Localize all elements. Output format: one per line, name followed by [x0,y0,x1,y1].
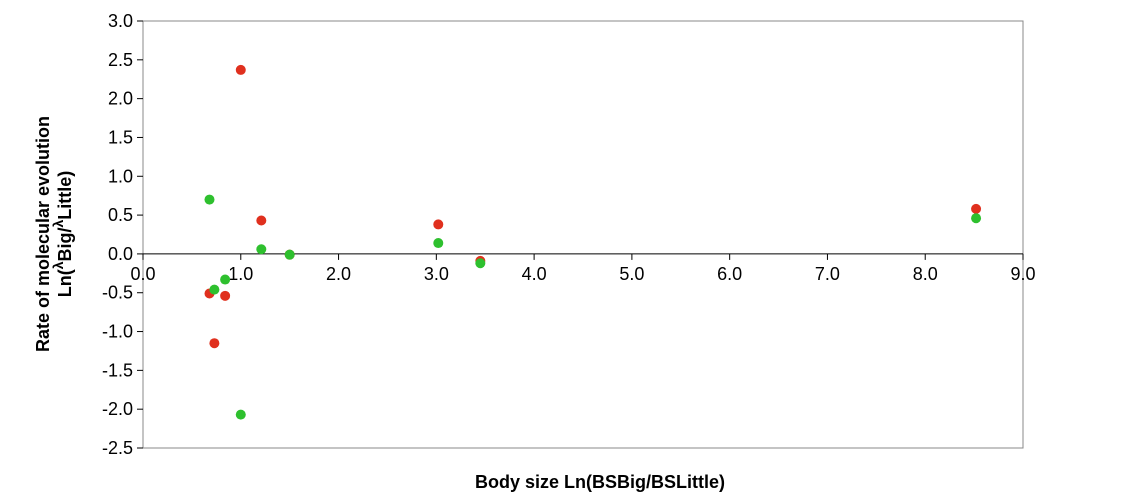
y-axis-title-line1: Rate of molecular evolution [33,116,53,352]
data-point-series-2 [204,194,215,205]
data-point-series-2 [433,238,444,249]
ylabel-suffix: Little) [55,171,75,220]
x-axis-title: Body size Ln(BSBig/BSLittle) [475,472,725,492]
data-points [204,64,982,420]
ylabel-lambda-2: λ [50,220,66,228]
data-point-series-2 [256,244,267,255]
data-point-series-2 [220,274,231,285]
y-tick-label: -1.5 [102,360,133,380]
data-point-series-2 [475,258,486,269]
y-tick-label: 2.0 [108,89,133,109]
data-point-series-2 [235,409,246,420]
x-tick-label: 7.0 [815,264,840,284]
x-tick-label: 3.0 [424,264,449,284]
data-point-series-1 [209,338,220,349]
data-point-series-2 [209,284,220,295]
y-tick-label: 0.5 [108,205,133,225]
ylabel-mid: Big/ [55,228,75,262]
x-tick-label: 5.0 [619,264,644,284]
x-tick-label: 8.0 [913,264,938,284]
y-tick-label: -2.0 [102,399,133,419]
x-tick-label: 0.0 [130,264,155,284]
data-point-series-2 [284,249,295,260]
y-tick-label: -1.0 [102,322,133,342]
x-tick-label: 1.0 [228,264,253,284]
y-tick-label: -0.5 [102,283,133,303]
ylabel-lambda-1: λ [50,261,66,269]
x-axis: 0.0 1.0 2.0 3.0 4.0 5.0 6.0 7.0 8.0 9.0 [130,253,1036,284]
data-point-series-1 [256,215,267,226]
y-tick-label: -2.5 [102,438,133,458]
plot-area [142,20,1024,449]
x-tick-label: 6.0 [717,264,742,284]
y-tick-label: 1.0 [108,166,133,186]
x-tick-label: 4.0 [522,264,547,284]
data-point-series-1 [971,203,982,214]
x-tick-label: 9.0 [1010,264,1035,284]
y-tick-label: 1.5 [108,127,133,147]
y-tick-label: 2.5 [108,50,133,70]
data-point-series-1 [235,64,246,75]
data-point-series-1 [220,290,231,301]
ylabel-prefix: Ln( [55,269,75,297]
y-axis-ticks: 3.0 2.5 2.0 1.5 1.0 0.5 0.0 -0.5 -1.0 -1.5 -2.0 -2.… [102,11,143,458]
y-axis-title-line2: Ln(λBig/λLittle) [50,171,75,298]
y-tick-label: 3.0 [108,11,133,31]
data-point-series-1 [433,219,444,230]
y-tick-label: 0.0 [108,244,133,264]
x-tick-label: 2.0 [326,264,351,284]
data-point-series-2 [971,213,982,224]
y-axis-title: Rate of molecular evolution Ln(λBig/λLit… [33,116,75,352]
